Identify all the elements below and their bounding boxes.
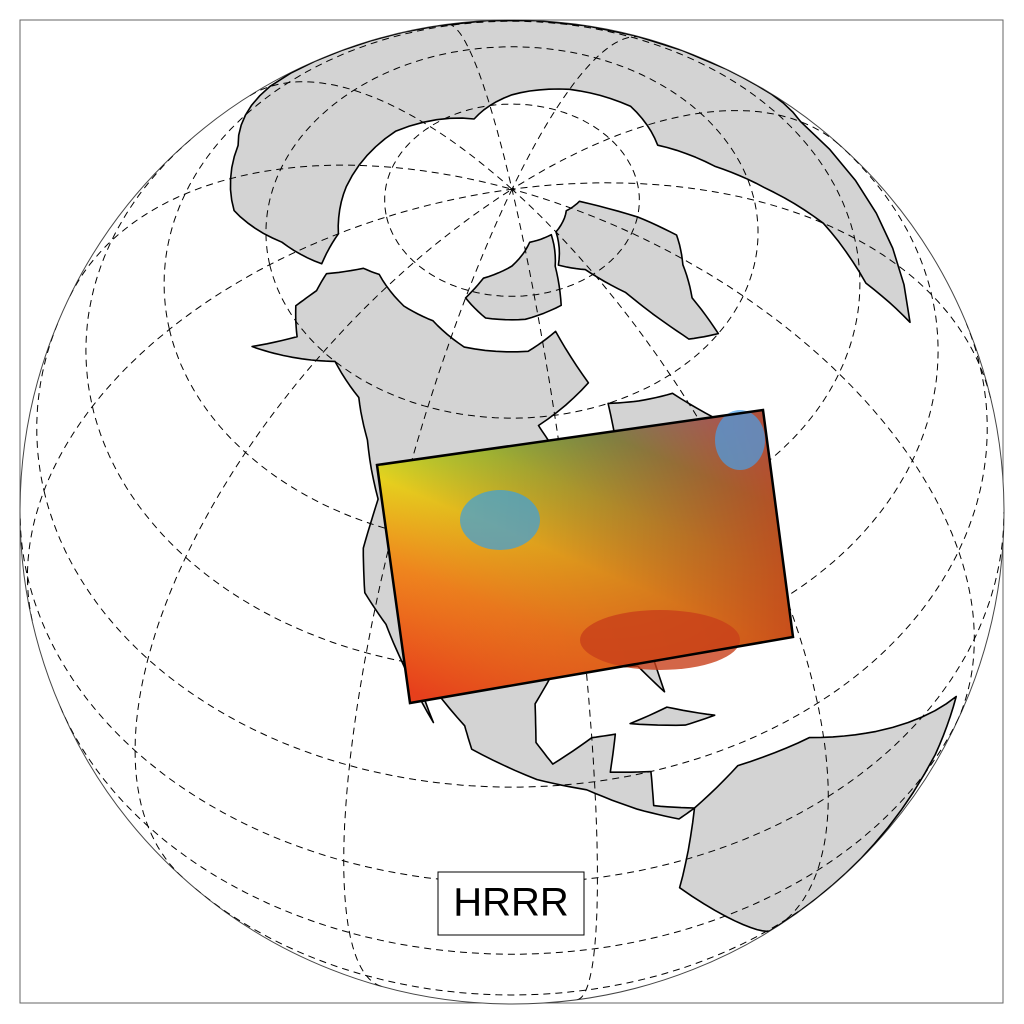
meridian — [511, 182, 992, 398]
cold-area — [715, 410, 765, 470]
meridian — [511, 110, 839, 190]
landmass — [629, 706, 716, 727]
meridian — [511, 36, 641, 190]
parallel — [59, 706, 965, 955]
parallel — [36, 323, 988, 788]
meridian — [511, 188, 975, 724]
meridian — [134, 188, 513, 878]
meridian — [511, 189, 598, 1001]
label-frame — [437, 871, 585, 936]
meridian — [447, 23, 513, 190]
parallel — [20, 511, 1004, 884]
meridian — [69, 164, 513, 297]
parallel — [195, 888, 829, 996]
cold-area — [460, 490, 540, 550]
label-box: HRRR — [437, 871, 585, 936]
domain-border — [375, 408, 795, 705]
hrrr-domain — [375, 408, 795, 705]
label: HRRR — [453, 881, 569, 925]
landmass — [464, 233, 562, 321]
landmass — [555, 200, 720, 340]
parallel — [384, 103, 640, 297]
meridian — [249, 81, 513, 190]
parallel — [265, 46, 759, 419]
warm-area — [580, 610, 740, 670]
